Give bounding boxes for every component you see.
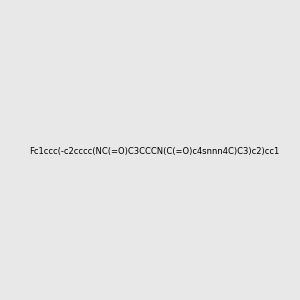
Text: Fc1ccc(-c2cccc(NC(=O)C3CCCN(C(=O)c4snnn4C)C3)c2)cc1: Fc1ccc(-c2cccc(NC(=O)C3CCCN(C(=O)c4snnn4… bbox=[28, 147, 279, 156]
